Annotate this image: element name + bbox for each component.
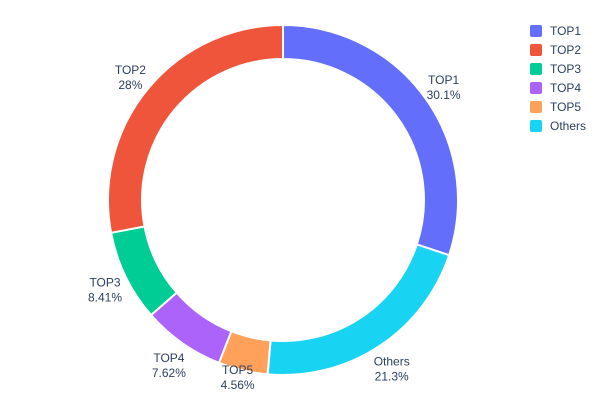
slice-label-top2: TOP2 28% xyxy=(115,63,146,92)
legend-swatch-top1 xyxy=(529,25,542,37)
legend-item-others[interactable]: Others xyxy=(529,119,586,133)
legend-label: TOP5 xyxy=(549,100,582,114)
legend-item-top1[interactable]: TOP1 xyxy=(529,24,586,38)
slice-label-others: Others 21.3% xyxy=(374,355,410,384)
legend-item-top4[interactable]: TOP4 xyxy=(529,81,586,95)
legend-label: TOP2 xyxy=(549,43,582,57)
legend-swatch-others xyxy=(529,120,542,132)
slices-layer xyxy=(107,24,459,376)
legend-label: TOP4 xyxy=(549,81,582,95)
legend-swatch-top4 xyxy=(529,82,542,94)
pie-slice-top1[interactable] xyxy=(282,24,459,257)
legend: TOP1 TOP2 TOP3 TOP4 TOP5 Others xyxy=(529,24,586,133)
legend-item-top3[interactable]: TOP3 xyxy=(529,62,586,76)
legend-label: Others xyxy=(549,119,586,133)
slice-label-top5: TOP5 4.56% xyxy=(221,363,255,392)
legend-item-top5[interactable]: TOP5 xyxy=(529,100,586,114)
legend-swatch-top5 xyxy=(529,101,542,113)
legend-swatch-top2 xyxy=(529,44,542,56)
slice-label-top3: TOP3 8.41% xyxy=(88,276,122,305)
slice-label-top1: TOP1 30.1% xyxy=(427,73,461,102)
legend-label: TOP3 xyxy=(549,62,582,76)
pie-slice-others[interactable] xyxy=(266,243,451,376)
slice-label-top4: TOP4 7.62% xyxy=(152,351,186,380)
legend-label: TOP1 xyxy=(549,24,582,38)
labels-layer: TOP1 30.1% Others 21.3% TOP5 4.56% TOP4 7.62% TO… xyxy=(88,63,461,392)
legend-swatch-top3 xyxy=(529,63,542,75)
legend-item-top2[interactable]: TOP2 xyxy=(529,43,586,57)
pie-slice-top2[interactable] xyxy=(107,24,284,234)
